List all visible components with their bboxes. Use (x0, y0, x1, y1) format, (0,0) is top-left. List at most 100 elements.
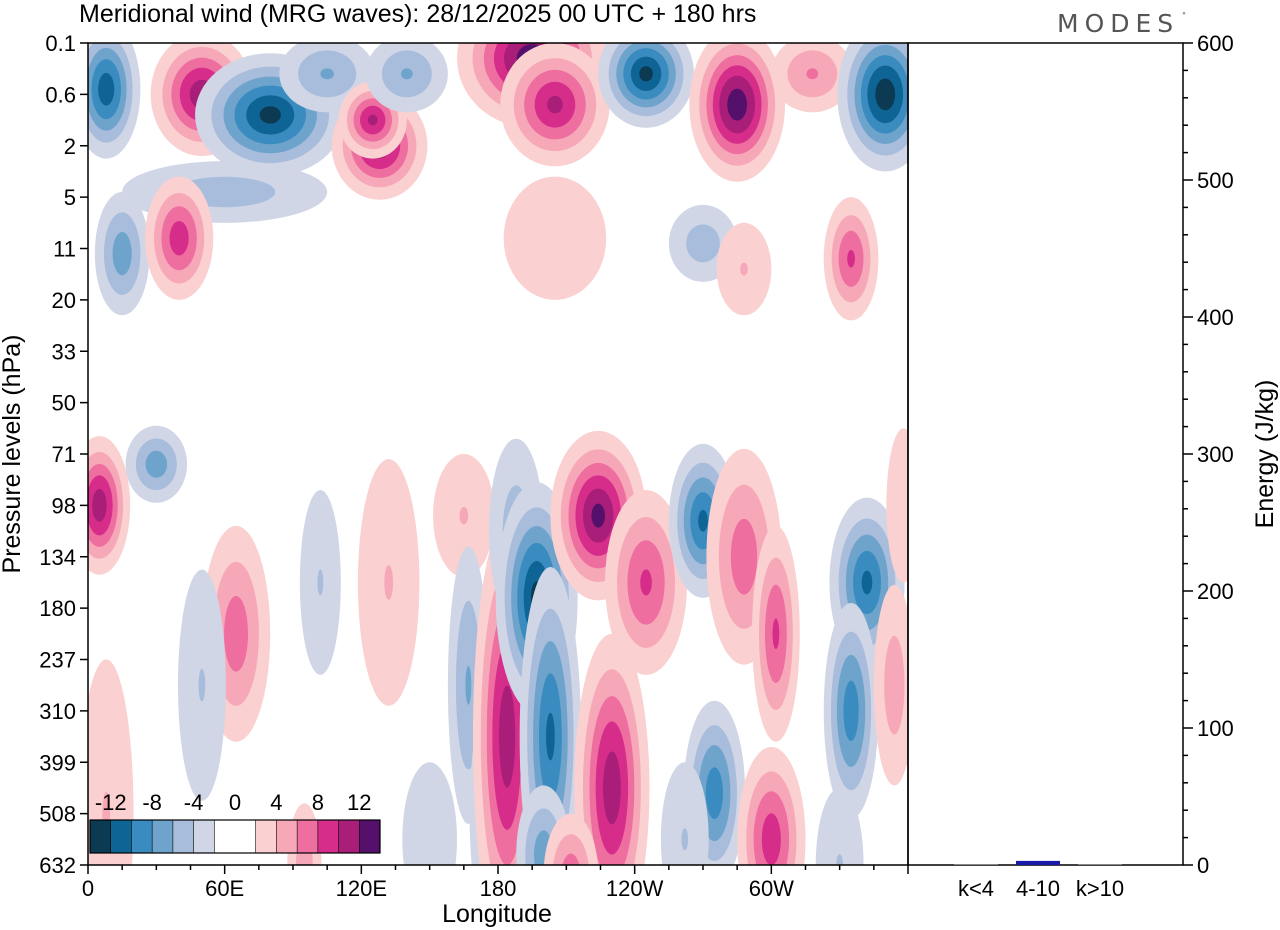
contour-blob (598, 43, 694, 128)
contour-level (836, 854, 844, 865)
colorbar-swatch (131, 820, 153, 853)
contour-blob (177, 569, 226, 801)
energy-tick-label: 0 (1197, 853, 1209, 878)
x-tick-label: 120W (606, 876, 664, 901)
colorbar-swatch (193, 820, 215, 853)
y-tick-label: 310 (39, 699, 76, 724)
x-tick-label: 60W (749, 876, 794, 901)
contour-level (761, 813, 781, 865)
energy-bar (954, 864, 998, 865)
contour-blob (402, 762, 457, 865)
contour-blob (357, 459, 420, 706)
y-tick-label: 20 (52, 288, 76, 313)
chart-title: Meridional wind (MRG waves): 28/12/2025 … (79, 0, 756, 28)
contour-blob (500, 43, 610, 167)
contour-level (639, 66, 653, 82)
y-tick-label: 134 (39, 545, 76, 570)
bar-category-label: 4-10 (1016, 876, 1060, 901)
y-tick-label: 50 (52, 391, 76, 416)
y-tick-label: 399 (39, 750, 76, 775)
energy-tick-label: 100 (1197, 716, 1234, 741)
contour-blob (605, 489, 688, 675)
contour-blob (125, 425, 188, 503)
contour-level (459, 506, 469, 525)
contour-level (401, 68, 413, 80)
energy-tick-label: 300 (1197, 442, 1234, 467)
contour-blob (837, 43, 908, 172)
contour-level (727, 88, 748, 121)
y-tick-label: 71 (52, 442, 76, 467)
contour-blob (771, 43, 854, 113)
contour-blob (88, 436, 131, 575)
contour-blob (519, 567, 582, 865)
contour-level (169, 220, 189, 256)
energy-tick-label: 600 (1197, 31, 1234, 56)
modes-logo: MODES ° (1057, 9, 1192, 38)
longitude-axis: 0 60E 120E 180 120W 60W (82, 865, 909, 901)
colorbar-label: -12 (95, 790, 127, 815)
contour-level (886, 428, 908, 583)
contour-level (603, 751, 621, 825)
colorbar: -12 -8 -4 0 4 8 12 (89, 790, 381, 854)
colorbar-label: 8 (312, 790, 324, 815)
contour-level (772, 618, 780, 650)
y-tick-label: 5 (64, 185, 76, 210)
bar-category-label: k>10 (1076, 876, 1124, 901)
y-tick-label: 632 (39, 853, 76, 878)
contour-level (740, 262, 748, 276)
contour-level (640, 569, 652, 596)
contour-level (681, 828, 689, 851)
contour-blob (433, 454, 495, 578)
energy-bar (1016, 860, 1060, 865)
colorbar-swatch (297, 820, 319, 853)
colorbar-label: 0 (229, 790, 241, 815)
contour-blob (689, 43, 785, 182)
contour-blob (365, 43, 448, 113)
contour-level (705, 767, 723, 819)
contour-blob (299, 489, 341, 675)
y-tick-label: 11 (53, 237, 76, 262)
contour-level (660, 762, 709, 865)
contour-blob (873, 585, 908, 786)
colorbar-label: 12 (347, 790, 371, 815)
contour-level (320, 68, 334, 80)
colorbar-swatch (276, 820, 298, 853)
contour-level (547, 95, 563, 114)
x-tick-label: 0 (82, 876, 94, 901)
colorbar-swatch (152, 820, 174, 853)
colorbar-swatch (110, 820, 132, 853)
colorbar-swatch (317, 820, 340, 853)
contour-level (698, 509, 708, 532)
y-tick-label: 0.1 (45, 31, 76, 56)
x-tick-label: 120E (336, 876, 387, 901)
colorbar-frame (89, 819, 381, 854)
contour-level (259, 106, 281, 124)
contour-level (546, 712, 555, 761)
energy-axis: 0 100 200 300 400 500 600 (1183, 31, 1234, 878)
y-tick-label: 33 (52, 339, 76, 364)
contour-blob (503, 176, 607, 300)
y-tick-label: 0.6 (45, 82, 76, 107)
colorbar-swatch (172, 820, 195, 853)
contour-level (503, 176, 607, 300)
contour-level (367, 114, 378, 126)
contour-blob (94, 191, 150, 316)
contour-blob (823, 197, 879, 321)
energy-tick-label: 500 (1197, 168, 1234, 193)
logo-mark: ° (1182, 11, 1192, 20)
x-axis-label: Longitude (442, 900, 552, 928)
y-tick-label: 98 (52, 493, 76, 518)
colorbar-label: -4 (184, 790, 204, 815)
y-tick-label: 180 (39, 596, 76, 621)
contour-blob (543, 813, 598, 865)
colorbar-swatch (235, 820, 257, 853)
contour-level (198, 668, 206, 702)
contour-level (499, 685, 516, 788)
contour-level (145, 450, 168, 478)
x-tick-label: 180 (480, 876, 517, 901)
bar-category-label: k<4 (958, 876, 994, 901)
energy-axis-label: Energy (J/kg) (1251, 380, 1279, 529)
contour-level (112, 232, 132, 276)
logo-text: MODES (1057, 9, 1179, 38)
